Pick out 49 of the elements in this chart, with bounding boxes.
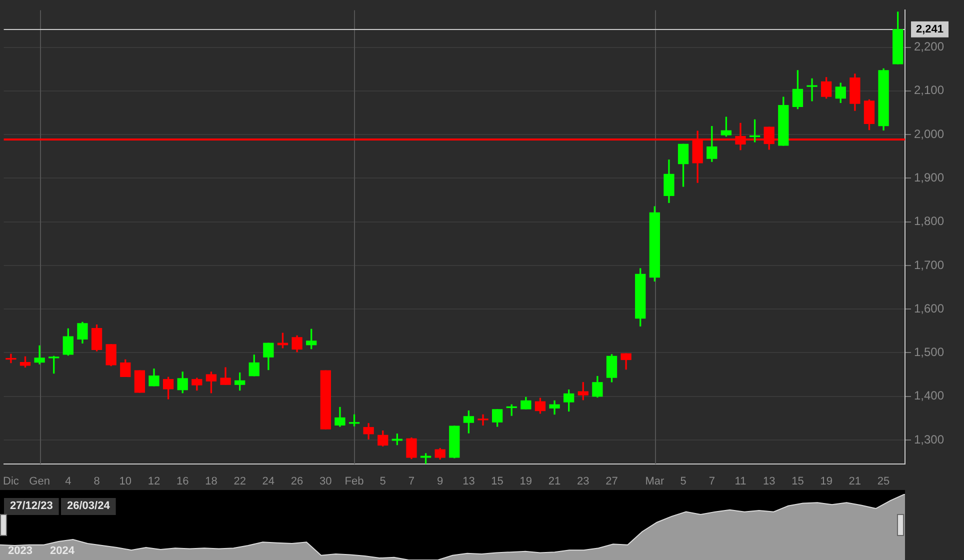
x-tick-label: 13: [762, 476, 776, 488]
x-tick-label: 18: [205, 476, 218, 488]
candlestick: [478, 414, 488, 426]
x-tick-label: 27: [606, 476, 618, 488]
x-tick-label: 22: [234, 476, 246, 488]
y-tick-label: 1,400: [914, 388, 944, 403]
y-tick-label: 1,300: [914, 432, 944, 446]
y-tick-label: 1,600: [914, 301, 944, 316]
annotation: 2024: [50, 545, 76, 558]
y-tick-label: 2,100: [914, 83, 944, 98]
x-tick-label: 19: [820, 476, 832, 488]
y-tick-label: 2,000: [914, 126, 944, 141]
y-tick-label: 1,500: [914, 345, 944, 360]
x-tick-label: Mar: [645, 476, 664, 488]
candlestick: [806, 78, 818, 102]
x-tick-label: 21: [848, 476, 862, 488]
candlestick: [6, 354, 16, 364]
x-tick-label: 30: [320, 476, 332, 488]
x-tick-label: 10: [119, 476, 132, 488]
y-tick-label: 1,800: [914, 214, 944, 228]
ref-line-label: 2,241: [916, 23, 944, 36]
x-tick-label: 16: [176, 476, 189, 488]
x-tick-label: Dic: [3, 476, 20, 488]
x-tick-label: Gen: [29, 476, 50, 488]
x-tick-label: Feb: [344, 476, 364, 488]
x-tick-label: 9: [437, 476, 444, 488]
x-tick-label: 4: [65, 476, 72, 488]
y-tick-label: 1,700: [914, 258, 944, 272]
x-tick-label: 5: [680, 476, 686, 488]
x-tick-label: 23: [577, 476, 590, 488]
annotation: 26/03/24: [67, 500, 111, 512]
x-tick-label: 5: [380, 476, 386, 488]
x-tick-label: 11: [734, 476, 746, 488]
x-tick-label: 19: [520, 476, 532, 488]
y-tick-label: 2,200: [914, 40, 944, 54]
annotation: 27/12/23: [10, 500, 53, 512]
x-tick-label: 8: [94, 476, 100, 488]
x-tick-label: 15: [491, 476, 504, 488]
x-tick-label: 7: [708, 476, 715, 488]
x-tick-label: 21: [548, 476, 561, 488]
y-tick-label: 1,900: [914, 170, 944, 185]
x-tick-label: 13: [462, 476, 475, 488]
x-tick-label: 12: [148, 476, 160, 488]
x-tick-label: 15: [792, 476, 804, 488]
annotation: 2023: [8, 545, 32, 558]
x-tick-label: 24: [262, 476, 275, 488]
x-tick-label: 7: [408, 476, 415, 488]
x-tick-label: 26: [290, 476, 304, 488]
x-tick-label: 25: [877, 476, 890, 488]
